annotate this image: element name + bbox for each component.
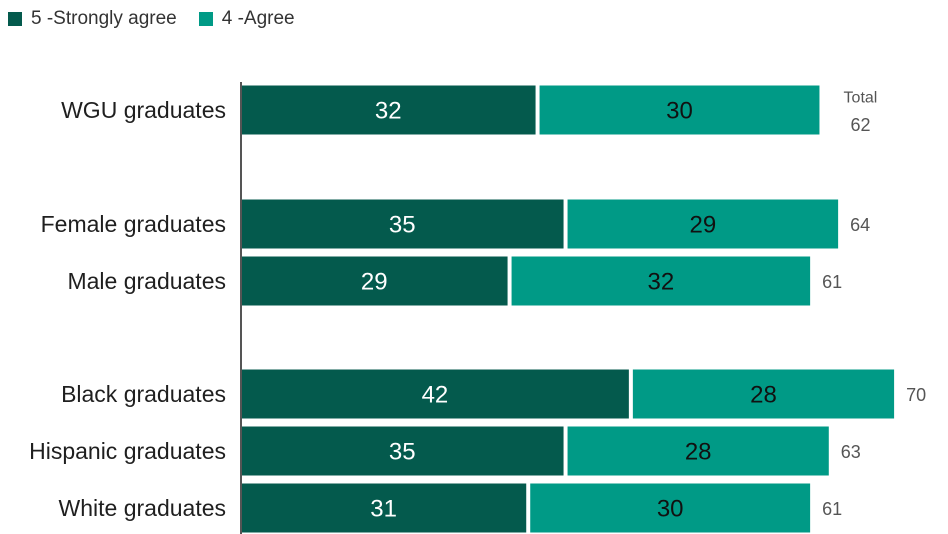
total-label-hispanic-graduates: 63 — [841, 442, 861, 462]
value-label-4-agree-male-graduates: 32 — [647, 269, 674, 296]
bar-5-strongly-agree-female-graduates — [241, 199, 564, 249]
legend-label-strongly-agree: 5 -Strongly agree — [31, 8, 177, 29]
value-label-5-strongly-agree-black-graduates: 42 — [422, 382, 449, 409]
value-label-5-strongly-agree-female-graduates: 35 — [389, 212, 416, 239]
category-label-black-graduates: Black graduates — [61, 381, 226, 407]
category-label-male-graduates: Male graduates — [67, 268, 226, 294]
category-label-white-graduates: White graduates — [59, 495, 226, 521]
chart-legend: 5 -Strongly agree 4 -Agree — [8, 8, 317, 30]
value-label-4-agree-wgu-graduates: 30 — [666, 98, 693, 125]
bar-4-agree-wgu-graduates — [539, 85, 820, 135]
bar-4-agree-black-graduates — [632, 369, 895, 419]
bar-5-strongly-agree-male-graduates — [241, 256, 508, 306]
bar-5-strongly-agree-wgu-graduates — [241, 85, 536, 135]
category-label-wgu-graduates: WGU graduates — [61, 97, 226, 123]
total-label-wgu-graduates: 62 — [850, 115, 870, 135]
total-label-female-graduates: 64 — [850, 215, 870, 235]
bar-5-strongly-agree-black-graduates — [241, 369, 629, 419]
value-label-5-strongly-agree-wgu-graduates: 32 — [375, 98, 402, 125]
value-label-5-strongly-agree-white-graduates: 31 — [370, 496, 397, 523]
bar-4-agree-hispanic-graduates — [567, 426, 829, 476]
bar-5-strongly-agree-hispanic-graduates — [241, 426, 564, 476]
bar-4-agree-female-graduates — [567, 199, 839, 249]
value-label-5-strongly-agree-male-graduates: 29 — [361, 269, 388, 296]
category-label-hispanic-graduates: Hispanic graduates — [29, 438, 226, 464]
value-label-4-agree-white-graduates: 30 — [657, 496, 684, 523]
value-label-5-strongly-agree-hispanic-graduates: 35 — [389, 439, 416, 466]
bar-4-agree-male-graduates — [511, 256, 811, 306]
total-label-male-graduates: 61 — [822, 272, 842, 292]
total-header-label: Total — [844, 90, 878, 107]
value-label-4-agree-hispanic-graduates: 28 — [685, 439, 712, 466]
total-label-black-graduates: 70 — [906, 385, 926, 405]
total-label-white-graduates: 61 — [822, 499, 842, 519]
value-label-4-agree-female-graduates: 29 — [689, 212, 716, 239]
legend-swatch-agree — [198, 12, 213, 26]
legend-swatch-strongly-agree — [8, 12, 22, 26]
legend-item-agree: 4 -Agree — [198, 8, 295, 30]
bar-4-agree-white-graduates — [530, 483, 811, 533]
legend-label-agree: 4 -Agree — [221, 8, 295, 29]
bar-5-strongly-agree-white-graduates — [241, 483, 527, 533]
legend-item-strongly-agree: 5 -Strongly agree — [8, 8, 177, 30]
value-label-4-agree-black-graduates: 28 — [750, 382, 777, 409]
category-label-female-graduates: Female graduates — [41, 211, 226, 237]
